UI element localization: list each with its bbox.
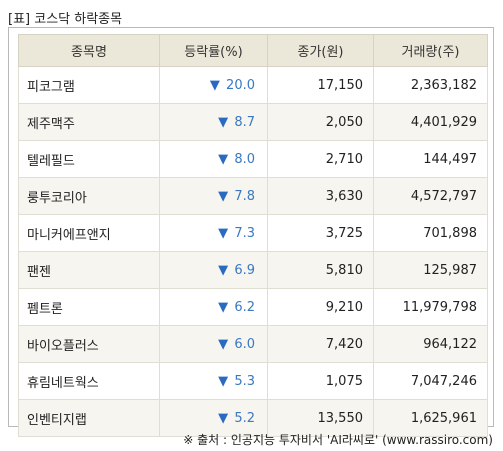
table-row: 제주맥주 ▼ 8.7 2,050 4,401,929 — [18, 103, 488, 141]
stock-name: 팬젠 — [18, 251, 160, 289]
closing-price: 2,710 — [267, 140, 374, 178]
rate-value: 20.0 — [226, 77, 255, 93]
down-arrow-icon: ▼ — [218, 151, 229, 167]
source-note: ※ 출처 : 인공지능 투자비서 'AI라씨로' (www.rassiro.co… — [183, 433, 493, 447]
down-arrow-icon: ▼ — [218, 336, 229, 352]
change-rate: ▼ 8.7 — [159, 103, 268, 141]
change-rate: ▼ 7.3 — [159, 214, 268, 252]
table-row: 인벤티지랩 ▼ 5.2 13,550 1,625,961 — [18, 399, 488, 437]
trade-volume: 701,898 — [373, 214, 488, 252]
down-arrow-icon: ▼ — [218, 410, 229, 426]
closing-price: 1,075 — [267, 362, 374, 400]
rate-value: 7.3 — [234, 225, 255, 241]
stock-name: 피코그램 — [18, 66, 160, 104]
trade-volume: 144,497 — [373, 140, 488, 178]
change-rate: ▼ 7.8 — [159, 177, 268, 215]
closing-price: 7,420 — [267, 325, 374, 363]
table-row: 펨트론 ▼ 6.2 9,210 11,979,798 — [18, 288, 488, 326]
down-arrow-icon: ▼ — [218, 114, 229, 130]
table-row: 팬젠 ▼ 6.9 5,810 125,987 — [18, 251, 488, 289]
header-price: 종가(원) — [267, 34, 374, 67]
closing-price: 3,725 — [267, 214, 374, 252]
stock-name: 텔레필드 — [18, 140, 160, 178]
closing-price: 2,050 — [267, 103, 374, 141]
change-rate: ▼ 20.0 — [159, 66, 268, 104]
trade-volume: 1,625,961 — [373, 399, 488, 437]
change-rate: ▼ 6.0 — [159, 325, 268, 363]
rate-value: 8.7 — [234, 114, 255, 130]
rate-value: 6.2 — [234, 299, 255, 315]
stock-name: 마니커에프앤지 — [18, 214, 160, 252]
table-row: 바이오플러스 ▼ 6.0 7,420 964,122 — [18, 325, 488, 363]
trade-volume: 4,401,929 — [373, 103, 488, 141]
down-arrow-icon: ▼ — [218, 299, 229, 315]
down-arrow-icon: ▼ — [209, 77, 220, 93]
rate-value: 8.0 — [234, 151, 255, 167]
stock-name: 펨트론 — [18, 288, 160, 326]
trade-volume: 125,987 — [373, 251, 488, 289]
stock-name: 인벤티지랩 — [18, 399, 160, 437]
stock-name: 제주맥주 — [18, 103, 160, 141]
closing-price: 17,150 — [267, 66, 374, 104]
trade-volume: 7,047,246 — [373, 362, 488, 400]
table-row: 텔레필드 ▼ 8.0 2,710 144,497 — [18, 140, 488, 178]
table-row: 마니커에프앤지 ▼ 7.3 3,725 701,898 — [18, 214, 488, 252]
change-rate: ▼ 6.9 — [159, 251, 268, 289]
rate-value: 5.3 — [234, 373, 255, 389]
change-rate: ▼ 5.3 — [159, 362, 268, 400]
trade-volume: 964,122 — [373, 325, 488, 363]
stock-table: 종목명 등락률(%) 종가(원) 거래량(주) 피코그램 ▼ 20.0 17,150… — [18, 34, 488, 437]
closing-price: 3,630 — [267, 177, 374, 215]
down-arrow-icon: ▼ — [218, 188, 229, 204]
trade-volume: 4,572,797 — [373, 177, 488, 215]
rate-value: 6.9 — [234, 262, 255, 278]
down-arrow-icon: ▼ — [218, 373, 229, 389]
header-name: 종목명 — [18, 34, 160, 67]
table-row: 룽투코리아 ▼ 7.8 3,630 4,572,797 — [18, 177, 488, 215]
header-volume: 거래량(주) — [373, 34, 488, 67]
change-rate: ▼ 8.0 — [159, 140, 268, 178]
closing-price: 9,210 — [267, 288, 374, 326]
table-row: 피코그램 ▼ 20.0 17,150 2,363,182 — [18, 66, 488, 104]
rate-value: 7.8 — [234, 188, 255, 204]
table-row: 휴림네트웍스 ▼ 5.3 1,075 7,047,246 — [18, 362, 488, 400]
rate-value: 5.2 — [234, 410, 255, 426]
stock-name: 룽투코리아 — [18, 177, 160, 215]
stock-name: 바이오플러스 — [18, 325, 160, 363]
table-frame: 종목명 등락률(%) 종가(원) 거래량(주) 피코그램 ▼ 20.0 17,150… — [8, 27, 494, 437]
header-row: 종목명 등락률(%) 종가(원) 거래량(주) — [18, 34, 488, 67]
table-title: [표] 코스닥 하락종목 — [8, 12, 123, 27]
stock-name: 휴림네트웍스 — [18, 362, 160, 400]
trade-volume: 11,979,798 — [373, 288, 488, 326]
down-arrow-icon: ▼ — [218, 225, 229, 241]
change-rate: ▼ 6.2 — [159, 288, 268, 326]
down-arrow-icon: ▼ — [218, 262, 229, 278]
trade-volume: 2,363,182 — [373, 66, 488, 104]
rate-value: 6.0 — [234, 336, 255, 352]
header-rate: 등락률(%) — [159, 34, 268, 67]
closing-price: 13,550 — [267, 399, 374, 437]
closing-price: 5,810 — [267, 251, 374, 289]
